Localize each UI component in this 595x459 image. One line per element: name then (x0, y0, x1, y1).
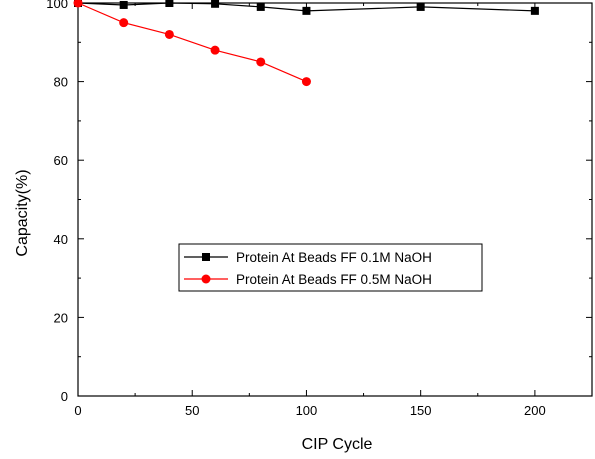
data-point-square (211, 0, 220, 8)
data-point-square (416, 2, 425, 11)
y-axis-title: Capacity(%) (14, 169, 31, 256)
axes: 0 50 100 150 200 0 20 40 60 80 100 (46, 0, 593, 418)
series-layer (73, 0, 539, 87)
data-point-square (119, 0, 128, 9)
y-tick-label: 80 (54, 75, 68, 90)
data-point-circle (301, 77, 311, 87)
data-point-circle (119, 18, 129, 28)
y-tick-label: 0 (61, 389, 68, 404)
y-tick-label: 20 (54, 310, 68, 325)
legend-label: Protein At Beads FF 0.1M NaOH (236, 250, 432, 265)
plot-frame (77, 2, 593, 397)
legend-label: Protein At Beads FF 0.5M NaOH (236, 272, 432, 287)
series-line (77, 2, 307, 83)
data-point-square (256, 2, 265, 11)
data-point-circle (164, 29, 174, 39)
legend-entry: Protein At Beads FF 0.1M NaOH (184, 250, 432, 265)
legend-entry: Protein At Beads FF 0.5M NaOH (184, 272, 432, 287)
y-tick-label: 40 (54, 232, 68, 247)
x-tick-label: 150 (410, 403, 432, 418)
data-point-circle (256, 57, 266, 67)
y-tick-label: 60 (54, 153, 68, 168)
data-point-circle (73, 0, 83, 8)
x-tick-label: 100 (296, 403, 318, 418)
x-tick-label: 50 (185, 403, 199, 418)
legend: Protein At Beads FF 0.1M NaOH Protein At … (178, 243, 483, 292)
series-1 (74, 0, 539, 15)
x-axis-title: CIP Cycle (302, 436, 373, 453)
data-point-square (530, 6, 539, 15)
series-line (77, 2, 535, 12)
x-tick-label: 0 (74, 403, 81, 418)
y-tick-label: 100 (46, 0, 68, 11)
data-point-square (165, 0, 174, 7)
data-point-square (302, 6, 311, 15)
x-tick-label: 200 (524, 403, 546, 418)
legend-marker-circle (201, 274, 211, 284)
legend-marker-square (202, 253, 210, 261)
data-point-circle (210, 45, 220, 55)
series-2 (73, 0, 311, 87)
legend-box (178, 243, 483, 292)
